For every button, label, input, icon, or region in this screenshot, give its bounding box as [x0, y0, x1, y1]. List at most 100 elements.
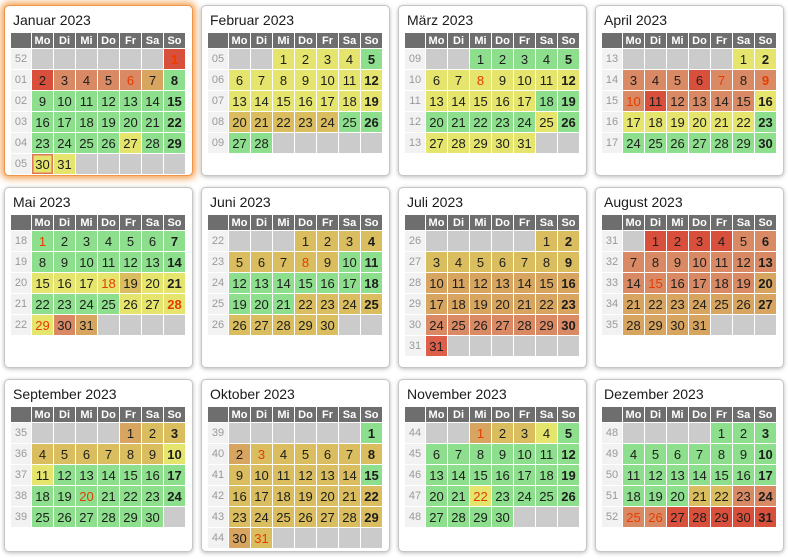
- day-cell[interactable]: 30: [492, 507, 513, 527]
- day-cell[interactable]: 12: [645, 465, 666, 485]
- day-cell[interactable]: 5: [54, 444, 75, 464]
- day-cell[interactable]: 8: [536, 252, 557, 272]
- day-cell[interactable]: 26: [361, 112, 382, 132]
- day-cell[interactable]: 21: [164, 273, 185, 293]
- day-cell[interactable]: 25: [536, 486, 557, 506]
- day-cell[interactable]: 30: [32, 154, 53, 174]
- day-cell[interactable]: 31: [514, 133, 535, 153]
- day-cell[interactable]: 22: [120, 486, 141, 506]
- day-cell[interactable]: 29: [733, 133, 754, 153]
- day-cell[interactable]: 4: [448, 252, 469, 272]
- day-cell[interactable]: 3: [755, 423, 776, 443]
- day-cell[interactable]: 25: [361, 294, 382, 314]
- day-cell[interactable]: 29: [645, 315, 666, 335]
- day-cell[interactable]: 7: [142, 70, 163, 90]
- day-cell[interactable]: 18: [448, 294, 469, 314]
- day-cell[interactable]: 6: [251, 252, 272, 272]
- day-cell[interactable]: 5: [361, 49, 382, 69]
- day-cell[interactable]: 28: [251, 133, 272, 153]
- day-cell[interactable]: 21: [142, 112, 163, 132]
- day-cell[interactable]: 29: [470, 133, 491, 153]
- day-cell[interactable]: 26: [54, 507, 75, 527]
- day-cell[interactable]: 4: [273, 444, 294, 464]
- day-cell[interactable]: 7: [448, 444, 469, 464]
- day-cell[interactable]: 22: [295, 294, 316, 314]
- day-cell[interactable]: 6: [120, 70, 141, 90]
- day-cell[interactable]: 10: [514, 444, 535, 464]
- day-cell[interactable]: 27: [492, 315, 513, 335]
- day-cell[interactable]: 19: [645, 486, 666, 506]
- day-cell[interactable]: 22: [361, 486, 382, 506]
- day-cell[interactable]: 29: [536, 315, 557, 335]
- day-cell[interactable]: 17: [251, 486, 272, 506]
- day-cell[interactable]: 24: [54, 133, 75, 153]
- day-cell[interactable]: 11: [645, 91, 666, 111]
- day-cell[interactable]: 20: [492, 294, 513, 314]
- day-cell[interactable]: 6: [667, 444, 688, 464]
- day-cell[interactable]: 14: [98, 465, 119, 485]
- day-cell[interactable]: 3: [426, 252, 447, 272]
- day-cell[interactable]: 28: [711, 133, 732, 153]
- day-cell[interactable]: 9: [229, 465, 250, 485]
- day-cell[interactable]: 24: [426, 315, 447, 335]
- day-cell[interactable]: 18: [32, 486, 53, 506]
- day-cell[interactable]: 19: [295, 486, 316, 506]
- day-cell[interactable]: 12: [98, 91, 119, 111]
- day-cell[interactable]: 8: [645, 252, 666, 272]
- day-cell[interactable]: 9: [492, 444, 513, 464]
- day-cell[interactable]: 23: [733, 486, 754, 506]
- day-cell[interactable]: 20: [426, 112, 447, 132]
- day-cell[interactable]: 4: [623, 444, 644, 464]
- day-cell[interactable]: 17: [689, 273, 710, 293]
- day-cell[interactable]: 11: [339, 70, 360, 90]
- day-cell[interactable]: 15: [536, 273, 557, 293]
- day-cell[interactable]: 5: [645, 444, 666, 464]
- day-cell[interactable]: 19: [558, 91, 579, 111]
- day-cell[interactable]: 12: [470, 273, 491, 293]
- day-cell[interactable]: 27: [229, 133, 250, 153]
- day-cell[interactable]: 26: [229, 315, 250, 335]
- day-cell[interactable]: 28: [142, 133, 163, 153]
- day-cell[interactable]: 9: [667, 252, 688, 272]
- day-cell[interactable]: 8: [164, 70, 185, 90]
- day-cell[interactable]: 18: [361, 273, 382, 293]
- day-cell[interactable]: 13: [689, 91, 710, 111]
- day-cell[interactable]: 2: [317, 231, 338, 251]
- day-cell[interactable]: 15: [361, 465, 382, 485]
- day-cell[interactable]: 8: [470, 70, 491, 90]
- day-cell[interactable]: 28: [164, 294, 185, 314]
- day-cell[interactable]: 31: [689, 315, 710, 335]
- day-cell[interactable]: 11: [76, 91, 97, 111]
- day-cell[interactable]: 12: [295, 465, 316, 485]
- day-cell[interactable]: 24: [514, 486, 535, 506]
- day-cell[interactable]: 13: [426, 465, 447, 485]
- day-cell[interactable]: 20: [317, 486, 338, 506]
- day-cell[interactable]: 13: [492, 273, 513, 293]
- day-cell[interactable]: 29: [32, 315, 53, 335]
- day-cell[interactable]: 26: [558, 112, 579, 132]
- day-cell[interactable]: 20: [229, 112, 250, 132]
- day-cell[interactable]: 14: [448, 91, 469, 111]
- day-cell[interactable]: 28: [98, 507, 119, 527]
- day-cell[interactable]: 12: [361, 70, 382, 90]
- day-cell[interactable]: 18: [76, 112, 97, 132]
- day-cell[interactable]: 22: [733, 112, 754, 132]
- day-cell[interactable]: 6: [317, 444, 338, 464]
- day-cell[interactable]: 13: [76, 465, 97, 485]
- day-cell[interactable]: 20: [120, 112, 141, 132]
- day-cell[interactable]: 17: [514, 91, 535, 111]
- day-cell[interactable]: 13: [755, 252, 776, 272]
- day-cell[interactable]: 10: [251, 465, 272, 485]
- day-cell[interactable]: 13: [251, 273, 272, 293]
- day-cell[interactable]: 25: [623, 507, 644, 527]
- day-cell[interactable]: 5: [470, 252, 491, 272]
- day-cell[interactable]: 2: [492, 423, 513, 443]
- day-cell[interactable]: 2: [667, 231, 688, 251]
- day-cell[interactable]: 10: [76, 252, 97, 272]
- day-cell[interactable]: 5: [667, 70, 688, 90]
- day-cell[interactable]: 22: [470, 486, 491, 506]
- day-cell[interactable]: 14: [623, 273, 644, 293]
- day-cell[interactable]: 15: [32, 273, 53, 293]
- day-cell[interactable]: 20: [76, 486, 97, 506]
- day-cell[interactable]: 14: [339, 465, 360, 485]
